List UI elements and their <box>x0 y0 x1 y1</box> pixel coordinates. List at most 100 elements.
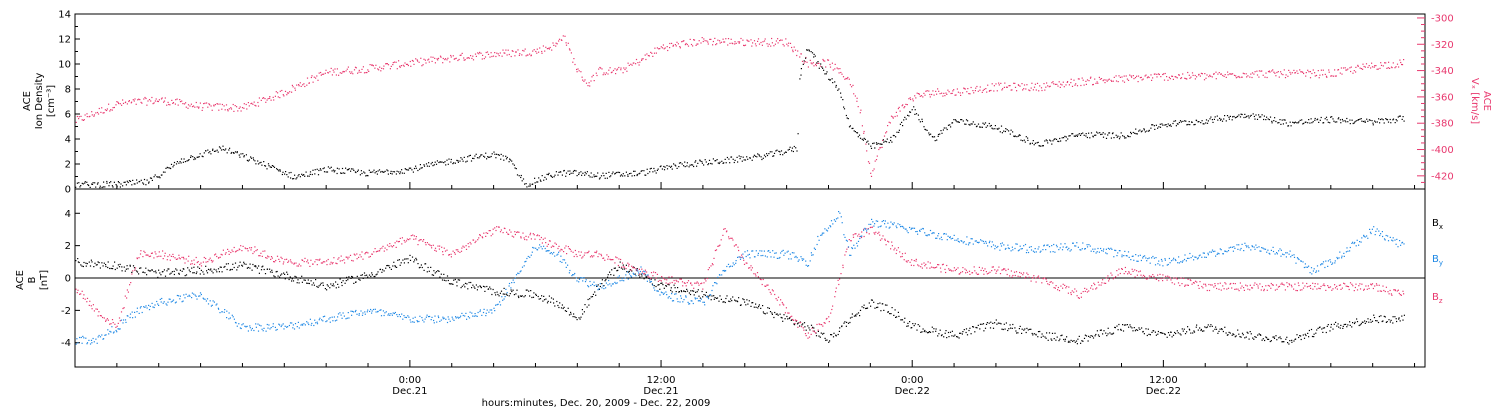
bz-point <box>939 267 942 269</box>
bz-point <box>457 249 459 251</box>
bz-point <box>570 250 572 252</box>
bz-point <box>147 254 149 256</box>
bx-point <box>622 268 624 270</box>
vx-point <box>234 105 236 107</box>
vx-point <box>819 65 821 67</box>
bz-point <box>302 259 304 261</box>
bx-point <box>400 262 402 264</box>
bz-point <box>1020 272 1022 274</box>
density-point <box>489 156 491 158</box>
density-point <box>776 149 778 151</box>
bx-point <box>193 266 195 268</box>
vx-point <box>399 66 401 68</box>
by-point <box>144 306 146 308</box>
vx-point <box>576 71 578 73</box>
density-point <box>167 167 169 169</box>
bx-point <box>1087 340 1089 342</box>
vx-point <box>931 93 933 96</box>
bz-point <box>1235 288 1237 290</box>
vx-point <box>1282 74 1284 76</box>
bx-point <box>947 331 950 334</box>
bz-point <box>140 250 142 252</box>
vx-point <box>1032 89 1034 91</box>
bx-point <box>1056 336 1058 338</box>
vx-point <box>825 66 827 68</box>
bz-point <box>946 264 948 267</box>
bx-point <box>1383 315 1385 317</box>
bx-point <box>654 279 656 281</box>
bx-point <box>191 267 193 269</box>
by-point <box>139 307 141 309</box>
bz-point <box>224 253 226 255</box>
bz-point <box>804 333 807 335</box>
by-point <box>364 313 366 315</box>
vx-point <box>870 172 872 174</box>
bz-point <box>331 263 333 265</box>
bx-point <box>373 275 375 278</box>
by-point <box>333 316 335 318</box>
density-point <box>872 142 874 145</box>
bx-point <box>1398 317 1400 319</box>
vx-point <box>1241 76 1243 78</box>
density-point <box>250 157 253 159</box>
vx-point <box>917 93 920 95</box>
density-point <box>1139 129 1141 131</box>
vx-point <box>616 68 619 70</box>
density-point <box>466 160 468 162</box>
by-point <box>300 324 302 326</box>
vx-point <box>1045 86 1047 88</box>
density-point <box>753 154 755 156</box>
bx-point <box>710 299 712 301</box>
density-point <box>822 67 824 69</box>
by-point <box>366 311 368 313</box>
bz-point <box>448 254 450 256</box>
bz-point <box>679 278 681 280</box>
density-point <box>817 61 819 63</box>
vx-point <box>963 88 965 90</box>
bz-point <box>306 261 308 263</box>
by-point <box>148 309 151 311</box>
bz-point <box>490 235 492 237</box>
bz-point <box>488 230 490 232</box>
density-point <box>1327 121 1329 123</box>
density-point <box>1241 113 1243 116</box>
density-point <box>1213 118 1215 120</box>
density-point <box>998 127 1000 129</box>
vx-point <box>1379 67 1381 69</box>
bx-point <box>329 287 331 289</box>
vx-point <box>140 101 142 103</box>
density-point <box>1258 116 1261 118</box>
bz-point <box>376 250 378 252</box>
bz-point <box>718 245 720 247</box>
bz-point <box>1055 285 1057 287</box>
density-point <box>207 149 209 151</box>
density-point <box>659 166 661 168</box>
bz-point <box>256 249 258 251</box>
bz-point <box>178 254 180 256</box>
bx-point <box>298 282 300 284</box>
vx-point <box>806 61 808 63</box>
bz-point <box>514 231 516 233</box>
bx-point <box>1215 326 1217 328</box>
bz-point <box>1223 288 1225 290</box>
bx-point <box>464 282 467 284</box>
vx-point <box>474 53 477 55</box>
bx-point <box>582 313 584 315</box>
density-point <box>1277 122 1279 124</box>
vx-point <box>1368 65 1370 67</box>
bx-point <box>299 277 301 279</box>
density-point <box>459 160 461 162</box>
bx-point <box>541 295 543 297</box>
vx-point <box>1052 81 1054 83</box>
by-point <box>390 313 392 315</box>
bz-point <box>164 255 166 257</box>
vx-point <box>659 48 661 50</box>
bx-point <box>247 266 249 269</box>
bz-point <box>321 262 324 264</box>
bx-point <box>1200 328 1202 331</box>
by-point <box>204 298 206 300</box>
vx-point <box>536 48 538 50</box>
density-point <box>1188 121 1190 123</box>
density-point <box>75 186 77 188</box>
vx-point <box>1113 76 1115 78</box>
